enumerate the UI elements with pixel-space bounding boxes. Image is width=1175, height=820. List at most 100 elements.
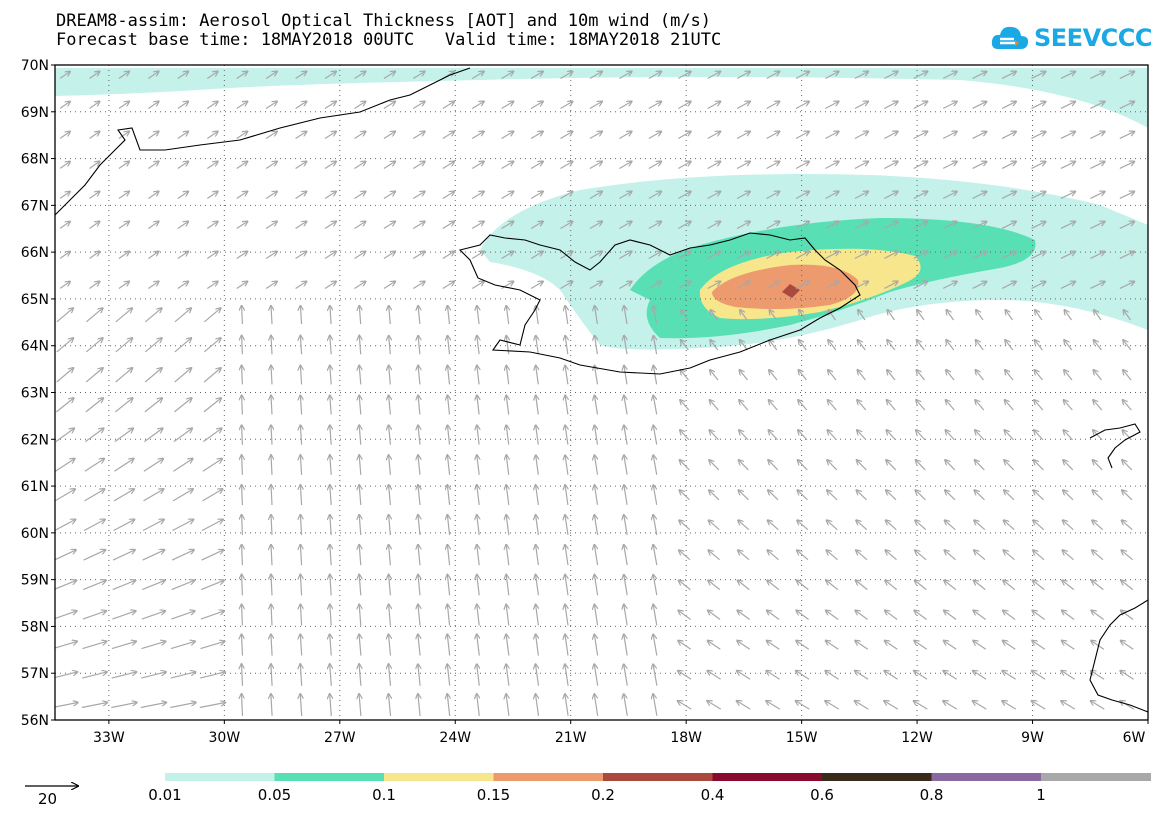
wind-arrow: [59, 192, 70, 199]
wind-arrow: [145, 308, 161, 323]
wind-arrow: [916, 490, 926, 501]
wind-arrow: [619, 102, 631, 110]
wind-arrow: [300, 575, 301, 596]
wind-arrow: [681, 340, 689, 351]
wind-arrow: [768, 490, 779, 501]
wind-arrow: [354, 162, 366, 170]
wind-arrow: [560, 222, 573, 230]
wind-arrow: [174, 308, 191, 323]
wind-arrow: [565, 635, 568, 656]
wind-arrow: [330, 575, 331, 596]
wind-arrow: [359, 634, 361, 656]
wind-arrow: [884, 72, 897, 80]
wind-arrow: [265, 132, 277, 140]
wind-arrow: [796, 701, 810, 710]
wind-arrow: [242, 605, 243, 626]
wind-arrow: [1119, 102, 1134, 109]
wind-arrow: [887, 370, 896, 381]
wind-arrow: [1063, 550, 1074, 561]
wind-arrow: [678, 162, 690, 170]
wind-arrow: [1006, 310, 1013, 321]
wind-arrow: [972, 192, 987, 199]
wind-arrow: [236, 162, 248, 170]
wind-arrow: [944, 641, 957, 650]
wind-arrow: [913, 282, 928, 290]
wind-arrow: [976, 310, 984, 321]
wind-arrow: [653, 575, 658, 596]
wind-arrow: [354, 102, 366, 110]
wind-arrow: [795, 192, 809, 200]
wind-arrow: [442, 282, 454, 290]
wind-arrow: [648, 162, 661, 170]
wind-arrow: [736, 72, 750, 80]
wind-arrow: [624, 396, 627, 415]
wind-arrow: [236, 282, 248, 290]
wind-arrow: [477, 425, 479, 445]
wind-arrow: [448, 425, 450, 445]
wind-arrow: [501, 162, 514, 170]
wind-arrow: [914, 671, 928, 680]
wind-arrow: [536, 455, 539, 475]
wind-arrow: [1005, 370, 1014, 381]
wind-arrow: [115, 308, 132, 323]
legend-label: 0.4: [700, 786, 725, 804]
wind-arrow: [265, 102, 277, 110]
wind-arrow: [766, 222, 780, 230]
wind-arrow: [471, 282, 484, 290]
wind-arrow: [624, 575, 628, 596]
wind-arrow: [295, 222, 307, 230]
wind-arrow: [530, 252, 543, 260]
wind-arrow: [766, 192, 780, 200]
wind-arrow: [324, 252, 336, 260]
wind-arrow: [118, 132, 129, 139]
wind-arrow: [330, 664, 332, 686]
wind-arrow: [144, 368, 162, 383]
wind-arrow: [506, 306, 508, 325]
wind-arrow: [418, 545, 420, 566]
wind-arrow: [884, 192, 897, 200]
wind-arrow: [825, 252, 838, 260]
legend-label: 0.2: [591, 786, 615, 804]
wind-arrow: [477, 575, 479, 596]
wind-arrow: [678, 72, 690, 80]
wind-arrow: [1061, 701, 1076, 710]
legend-swatch: [1041, 773, 1151, 781]
latitude-labels: 70N 69N 68N 67N 66N 65N 64N 63N 62N 61N 60N 59N 58N 5…: [21, 58, 55, 729]
wind-arrow: [206, 72, 217, 79]
wind-arrow: [653, 515, 658, 536]
wind-arrow: [359, 485, 361, 505]
wind-arrow: [448, 396, 450, 415]
wind-arrow: [1093, 430, 1103, 441]
wind-arrow: [442, 192, 454, 200]
wind-arrow: [324, 102, 336, 110]
wind-arrow: [595, 425, 598, 445]
wind-arrow: [300, 455, 301, 475]
wind-arrow: [737, 701, 751, 710]
wind-arrow: [477, 634, 480, 656]
wind-arrow: [206, 132, 217, 139]
wind-arrow: [506, 366, 508, 385]
wind-arrow: [111, 641, 136, 650]
wind-arrow: [710, 370, 719, 381]
wind-arrow: [884, 282, 897, 290]
wind-arrow: [1031, 222, 1046, 229]
wind-arrow: [886, 520, 897, 531]
wind-arrow: [769, 340, 778, 351]
wind-arrow: [973, 701, 987, 710]
wind-arrow: [917, 340, 925, 351]
wind-arrow: [738, 520, 750, 531]
wind-arrow: [1094, 340, 1102, 351]
wind-arrow: [975, 430, 985, 441]
wind-arrow: [653, 455, 658, 475]
wind-arrow: [1061, 671, 1075, 680]
wind-arrow: [560, 282, 573, 290]
wind-arrow: [324, 192, 336, 200]
wind-arrow: [679, 580, 691, 591]
wind-arrow: [300, 545, 301, 566]
wind-arrow: [884, 252, 897, 260]
wind-arrow: [917, 310, 925, 321]
wind-arrow: [89, 282, 100, 289]
coastlines: [55, 67, 1148, 713]
wind-arrow: [383, 282, 395, 290]
lat-label: 67N: [21, 198, 49, 214]
